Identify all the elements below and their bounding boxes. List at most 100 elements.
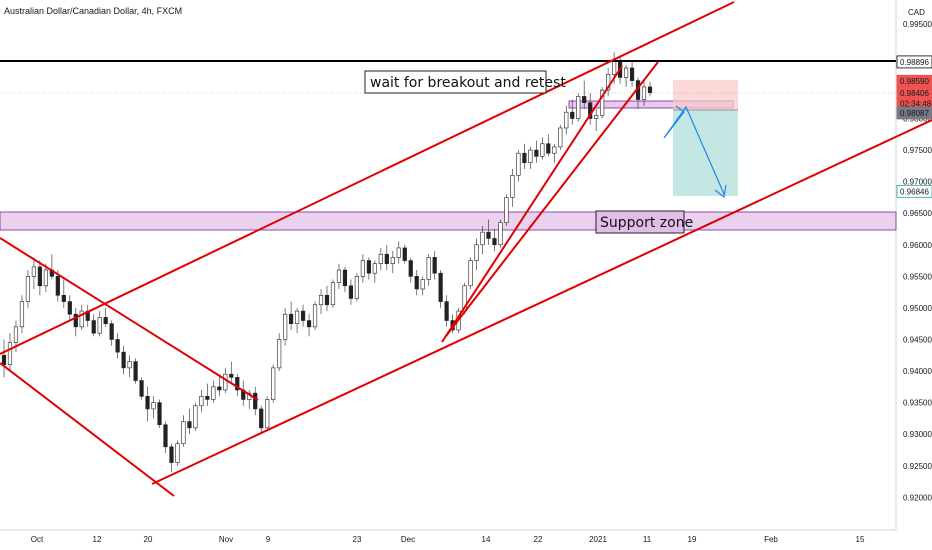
price-label-box — [896, 55, 932, 69]
x-tick-label: Oct — [31, 535, 44, 544]
candle-body — [109, 323, 114, 340]
candle — [109, 320, 114, 346]
price-label-text: 0.96846 — [900, 187, 929, 196]
candle-body — [175, 443, 180, 463]
candle-body — [13, 326, 19, 343]
y-tick-label: 0.95500 — [903, 272, 932, 281]
candle-body — [300, 310, 306, 321]
candle — [432, 251, 437, 280]
candle-body — [294, 310, 300, 324]
y-tick-label: 0.94000 — [903, 367, 932, 376]
candle-body — [360, 260, 365, 277]
trend-lines — [0, 1, 932, 497]
projection-arrow-line — [663, 105, 725, 195]
x-tick-label: Nov — [219, 535, 233, 544]
candle-body — [253, 392, 258, 410]
x-tick-label: 15 — [856, 535, 865, 544]
x-tick-label: 14 — [482, 535, 491, 544]
candle-body — [378, 253, 383, 265]
candle-body — [330, 282, 336, 306]
candle — [211, 380, 216, 403]
candle — [408, 257, 413, 283]
candle — [37, 260, 42, 296]
candle-body — [115, 339, 120, 353]
candle — [163, 421, 168, 454]
candle — [540, 137, 545, 160]
candle-body — [205, 396, 210, 400]
y-tick-label: 0.92500 — [903, 462, 932, 471]
candle-body — [498, 222, 503, 246]
candle-body — [546, 143, 551, 154]
candle-body — [61, 294, 66, 302]
candle-body — [73, 313, 78, 328]
projection-arrow-head — [714, 184, 727, 199]
candle — [414, 270, 419, 296]
candle — [498, 219, 503, 248]
candle — [235, 374, 240, 397]
candle-body — [265, 399, 270, 429]
candle — [271, 364, 276, 403]
price-label-box — [896, 184, 932, 198]
candle-body — [31, 266, 37, 277]
price-label: 0.98896 — [896, 55, 932, 69]
y-tick-label: 0.96500 — [903, 209, 932, 218]
candle — [139, 377, 144, 400]
candle — [259, 405, 264, 435]
candle — [426, 254, 431, 286]
candle — [181, 415, 186, 447]
candle-body — [157, 402, 162, 426]
candle-body — [402, 247, 407, 261]
candle-body — [211, 386, 216, 400]
lower-channel-line — [151, 119, 932, 485]
y-tick-label: 0.94500 — [903, 335, 932, 344]
candle — [300, 304, 306, 327]
candle — [253, 386, 258, 416]
candle — [588, 93, 593, 125]
candle — [641, 80, 647, 106]
candle — [31, 257, 37, 289]
candle-body — [235, 377, 240, 391]
candle-body — [127, 361, 132, 369]
candle-body — [19, 301, 25, 328]
candle-body — [318, 294, 324, 306]
candle-body — [193, 405, 198, 429]
candle-body — [426, 257, 431, 280]
candle-body — [259, 408, 264, 429]
x-axis: Oct 12 20 Nov 9 23 Dec 14 22 2021 11 19 Feb 15 — [31, 535, 865, 544]
candle — [49, 254, 54, 280]
annotation-wait-breakout: wait for breakout and retest — [364, 70, 566, 94]
candle-body — [444, 301, 449, 321]
candle — [360, 254, 365, 283]
candle — [187, 408, 192, 435]
candle — [336, 263, 342, 289]
price-label-text: 02:34:48 — [900, 100, 932, 109]
candle — [468, 257, 473, 289]
candle — [558, 124, 563, 151]
candle-body — [474, 244, 479, 261]
candle-body — [283, 313, 288, 340]
upper-channel-line — [0, 1, 735, 355]
y-tick-label: 0.96000 — [903, 241, 932, 250]
x-tick-label: 22 — [534, 535, 543, 544]
descending-upper-line — [0, 237, 259, 401]
candle — [85, 304, 90, 327]
candle — [582, 80, 587, 110]
candle — [133, 358, 138, 384]
candle-body — [342, 269, 348, 287]
candle — [115, 333, 120, 359]
candle — [324, 285, 330, 312]
candle-body — [641, 86, 647, 100]
candle — [294, 307, 300, 334]
candle-body — [163, 424, 168, 448]
candle — [474, 238, 479, 271]
candle — [366, 257, 371, 280]
candle — [157, 399, 162, 428]
candle — [145, 386, 150, 422]
y-tick-label: 0.95000 — [903, 304, 932, 313]
candle-body — [438, 272, 443, 302]
candle — [121, 345, 126, 375]
candle-body — [606, 73, 611, 91]
candle-body — [600, 89, 605, 116]
candle-body — [504, 197, 509, 223]
candle — [546, 134, 551, 157]
